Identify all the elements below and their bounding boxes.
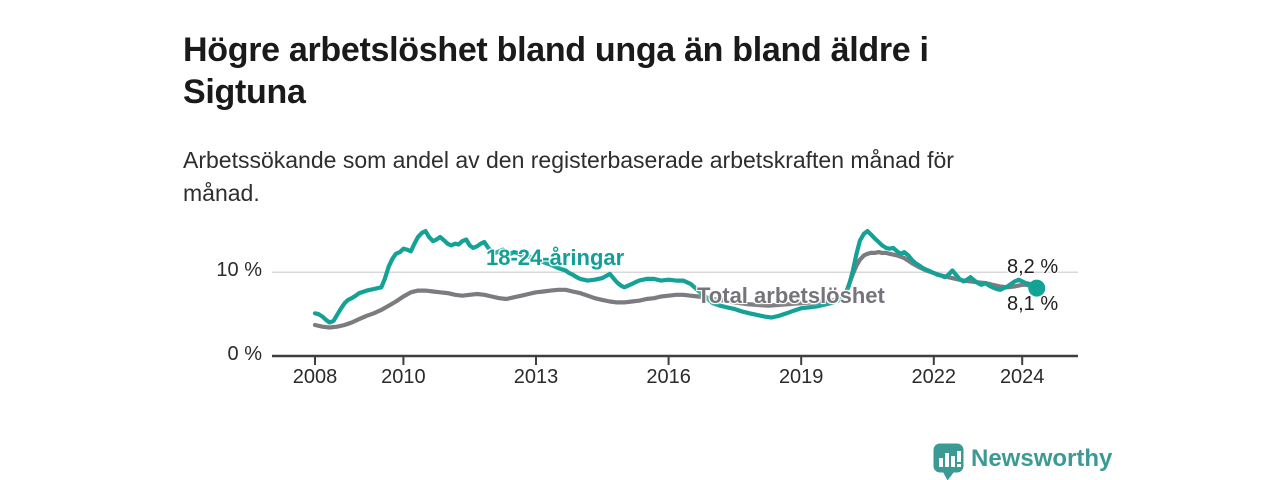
series-end-dot <box>1028 279 1046 297</box>
x-tick-label-2010: 2010 <box>381 366 426 388</box>
newsworthy-logo-icon <box>933 443 964 480</box>
y-tick-label-10: 10 % <box>216 259 262 282</box>
y-tick-label-0: 0 % <box>227 343 262 365</box>
page-title: Högre arbetslöshet bland unga än bland ä… <box>183 30 929 111</box>
chart-subtitle: Arbetssökande som andel av den registerb… <box>183 147 954 206</box>
series-label-total: Total arbetslöshet <box>697 283 885 308</box>
series-line-total <box>312 250 1039 330</box>
x-tick-label-2019: 2019 <box>778 366 824 388</box>
series-line-youth <box>312 229 1039 325</box>
logo-bar-medium <box>951 456 955 467</box>
logo-exclamation-dot <box>957 464 961 467</box>
x-tick-label-2008: 2008 <box>292 366 338 388</box>
x-tick-label-2022: 2022 <box>911 366 957 388</box>
x-tick-label-2016: 2016 <box>646 366 691 388</box>
logo-bar-tall <box>945 453 949 467</box>
newsworthy-brand-text: Newsworthy <box>971 445 1113 472</box>
logo-bar-small <box>939 458 943 467</box>
logo-exclamation-bar <box>957 451 961 462</box>
x-tick-label-2024: 2024 <box>999 366 1045 388</box>
end-value-label-total: 8,2 % <box>1007 256 1059 278</box>
logo-pin-tail <box>943 472 954 480</box>
end-value-label-youth: 8,1 % <box>1007 293 1059 315</box>
series-label-youth: 18-24-åringar <box>486 245 625 270</box>
x-tick-label-2013: 2013 <box>513 366 559 388</box>
